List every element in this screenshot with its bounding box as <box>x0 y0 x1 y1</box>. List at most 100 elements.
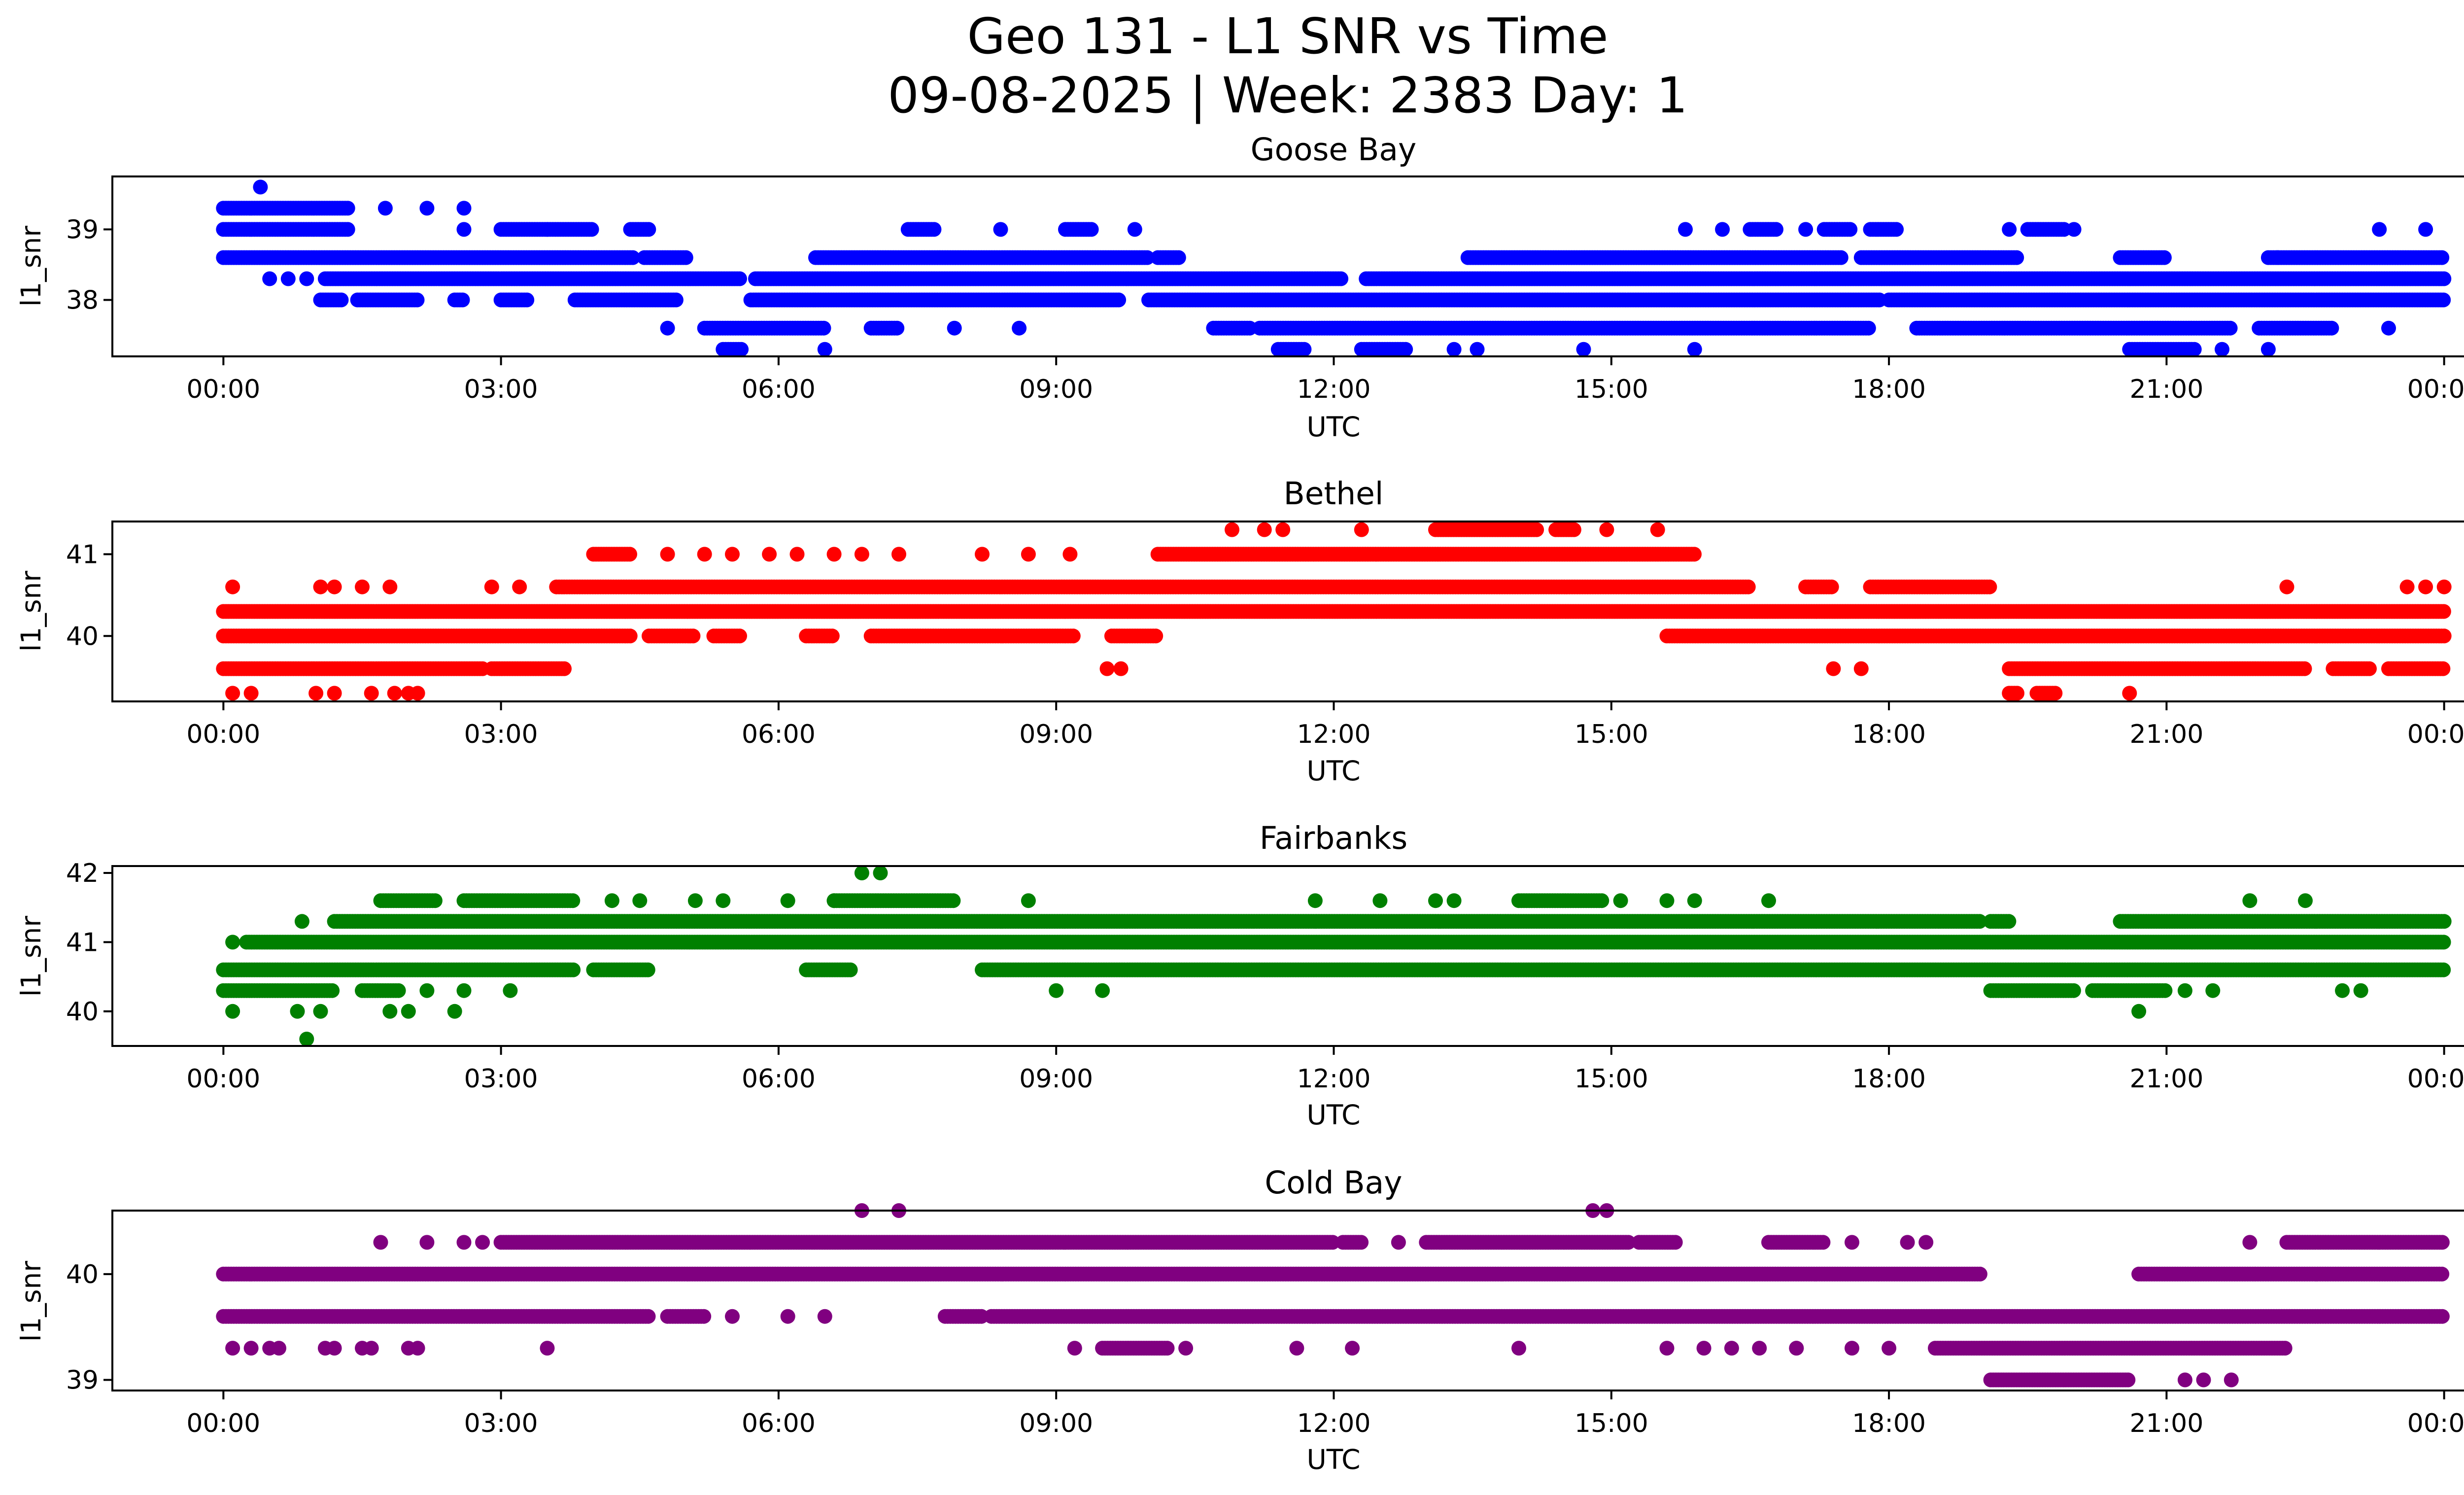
data-point <box>678 250 693 265</box>
x-tick-label: 09:00 <box>1019 375 1093 404</box>
data-point <box>2436 292 2451 308</box>
scatter-points <box>216 179 2452 357</box>
y-tick-label: 39 <box>66 215 99 244</box>
data-point <box>299 271 314 286</box>
data-point <box>2223 320 2238 336</box>
data-point <box>1678 222 1693 237</box>
data-point <box>1798 222 1814 237</box>
data-point <box>2260 342 2276 357</box>
data-point <box>2381 320 2396 336</box>
data-point <box>262 271 277 286</box>
data-point <box>1576 342 1591 357</box>
data-point <box>2418 222 2433 237</box>
data-point <box>1833 250 1848 265</box>
x-tick-label: 18:00 <box>1852 375 1926 404</box>
data-point <box>926 222 942 237</box>
data-point <box>377 201 393 216</box>
data-point <box>1982 579 1997 594</box>
y-axis-label: l1_snr <box>15 226 47 307</box>
data-point <box>253 179 268 195</box>
data-point <box>1769 222 1783 237</box>
data-point <box>1297 342 1312 357</box>
data-point <box>1334 271 1349 286</box>
x-tick-label: 00:00 <box>2407 375 2464 404</box>
figure-title-line2: 09-08-2025 | Week: 2383 Day: 1 <box>888 67 1687 124</box>
subplot-goose-bay: Goose Bay 38 39 00:00 03:00 06:00 09:00 12:00… <box>15 132 2464 443</box>
data-point <box>584 222 599 237</box>
data-point <box>1889 222 1904 237</box>
data-point <box>2436 628 2452 644</box>
data-point <box>732 271 747 286</box>
data-point <box>419 201 435 216</box>
data-point <box>1127 222 1142 237</box>
data-point <box>2436 271 2452 286</box>
subplot-title: Bethel <box>1284 476 1384 512</box>
data-point <box>1715 222 1730 237</box>
data-point <box>625 250 640 265</box>
figure-title-line1: Geo 131 - L1 SNR vs Time <box>967 7 1608 65</box>
data-point <box>993 222 1008 237</box>
data-point <box>280 271 296 286</box>
data-point <box>890 320 905 336</box>
x-tick-label: 21:00 <box>2129 375 2203 404</box>
scatter-points <box>216 522 2452 701</box>
data-point <box>456 222 472 237</box>
data-point <box>2372 222 2387 237</box>
data-point <box>455 292 470 308</box>
data-point <box>1446 342 1462 357</box>
data-point <box>340 222 355 237</box>
data-point <box>2434 250 2450 265</box>
data-point <box>2270 250 2285 265</box>
data-point <box>2215 342 2229 357</box>
x-tick-label: 06:00 <box>742 375 816 404</box>
x-tick-label: 12:00 <box>1297 375 1371 404</box>
data-point <box>816 320 831 336</box>
data-point <box>622 628 638 644</box>
data-point <box>340 201 355 216</box>
data-point <box>1470 342 1485 357</box>
y-axis-ticks: 38 39 <box>66 215 112 315</box>
data-point <box>1398 342 1413 357</box>
data-point <box>1171 250 1186 265</box>
data-point <box>947 320 962 336</box>
data-point <box>1111 292 1127 308</box>
data-point <box>817 342 832 357</box>
x-axis-label: UTC <box>1306 411 1360 443</box>
data-point <box>2002 222 2017 237</box>
data-point <box>334 292 349 308</box>
data-point <box>1084 222 1099 237</box>
data-point <box>540 222 555 237</box>
data-point <box>2187 342 2202 357</box>
y-tick-label: 38 <box>66 285 99 315</box>
x-axis-ticks: 00:00 03:00 06:00 09:00 12:00 15:00 18:00 21:00… <box>186 356 2464 404</box>
x-tick-label: 15:00 <box>1574 375 1648 404</box>
data-point <box>641 222 656 237</box>
data-point <box>1687 342 1702 357</box>
data-point <box>734 342 749 357</box>
data-point <box>685 628 701 644</box>
data-point <box>660 320 675 336</box>
data-point <box>1012 320 1027 336</box>
data-point <box>1741 579 1756 594</box>
data-point <box>2324 320 2339 336</box>
data-point <box>1843 222 1858 237</box>
data-point <box>668 292 684 308</box>
data-point <box>410 292 425 308</box>
data-point <box>1824 579 1839 594</box>
data-point <box>2066 222 2082 237</box>
data-point <box>824 628 840 644</box>
x-tick-label: 00:00 <box>186 375 260 404</box>
data-point <box>1861 320 1876 336</box>
data-point <box>1140 250 1155 265</box>
x-tick-label: 03:00 <box>464 375 538 404</box>
subplot-title: Goose Bay <box>1251 132 1417 168</box>
data-point <box>732 628 747 644</box>
data-point <box>456 201 472 216</box>
data-point <box>1148 628 1164 644</box>
data-point <box>519 292 535 308</box>
data-point <box>2436 604 2451 619</box>
data-point <box>2009 250 2024 265</box>
data-point <box>2156 250 2172 265</box>
